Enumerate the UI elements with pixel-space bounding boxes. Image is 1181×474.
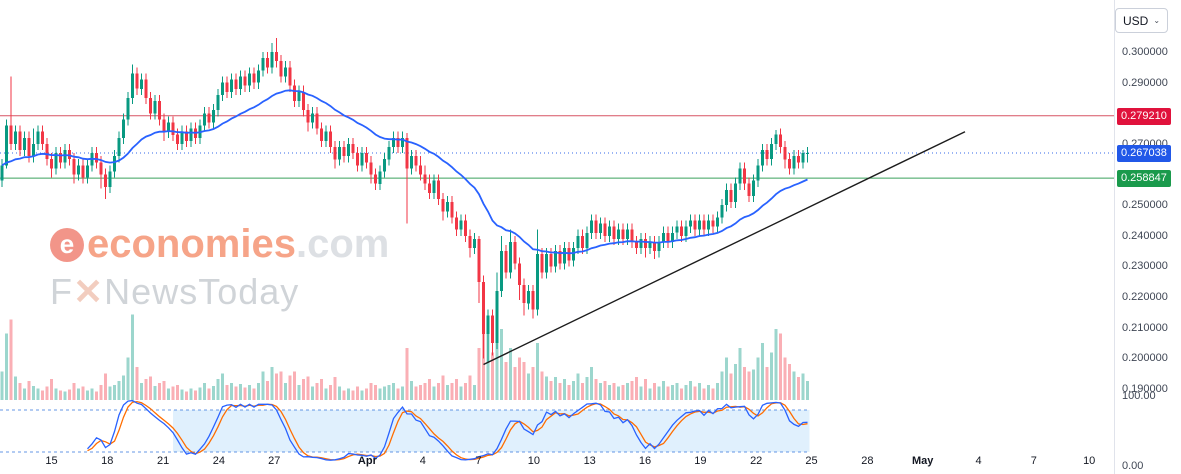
time-label: 27 [268, 455, 281, 467]
watermark-brand-text: economies [87, 222, 296, 266]
price-tick: 0.250000 [1122, 199, 1168, 212]
time-label: 7 [475, 455, 482, 467]
watermark-sub-rest: NewsToday [104, 271, 300, 312]
stochastic-d-line [87, 400, 808, 461]
watermark-brand: e economies .com [50, 222, 389, 267]
currency-label: USD [1122, 13, 1149, 28]
economies-logo-icon: e [50, 227, 84, 262]
support-price-label: 0.258847 [1117, 170, 1171, 188]
price-tick: 0.200000 [1122, 352, 1168, 365]
time-label: 18 [101, 455, 114, 467]
watermark-tld: .com [295, 222, 390, 266]
currency-selector[interactable]: USD ⌄ [1115, 8, 1168, 33]
time-label: 24 [212, 455, 226, 467]
price-tick: 0.230000 [1122, 260, 1168, 273]
price-tick: 0.220000 [1122, 291, 1168, 304]
price-tick: 0.240000 [1122, 229, 1168, 242]
moving-average-line [1, 89, 808, 255]
time-label: 4 [975, 455, 982, 467]
stochastic-band [173, 410, 810, 452]
oscillator-tick: 100.00 [1122, 390, 1156, 402]
time-label: 21 [156, 455, 170, 467]
watermark-sub-f: F [50, 271, 73, 312]
resistance-price-label: 0.279210 [1117, 107, 1171, 125]
watermark-subbrand: F✕NewsToday [50, 271, 389, 313]
fx-x-icon: ✕ [73, 271, 105, 312]
time-label: 19 [694, 455, 707, 467]
time-label: May [911, 455, 934, 467]
price-tick: 0.290000 [1122, 76, 1168, 89]
time-label: 4 [419, 455, 426, 467]
time-label: 25 [805, 455, 818, 467]
trendline[interactable] [483, 131, 966, 366]
time-label: 16 [638, 455, 652, 467]
oscillator-tick: 0.00 [1122, 460, 1144, 472]
time-axis[interactable]: 15 18 21 24 27 Apr 4 7 10 13 16 19 22 25 28 May 4 7 10 [0, 452, 1114, 474]
candles [0, 38, 809, 363]
chart-canvas[interactable] [0, 0, 1114, 474]
volume-bars [0, 314, 809, 400]
time-label: Apr [357, 455, 377, 467]
chevron-down-icon: ⌄ [1153, 16, 1161, 25]
price-axis[interactable]: 0.279210 0.267038 0.258847 0.300000 0.290… [1114, 0, 1181, 474]
watermark: e economies .com F✕NewsToday [50, 222, 389, 313]
price-tick: 0.210000 [1122, 321, 1168, 334]
time-label: 7 [1030, 455, 1037, 467]
price-tick: 0.300000 [1122, 46, 1168, 58]
time-label: 10 [1083, 455, 1096, 467]
price-tick: 0.190000 [1122, 382, 1168, 395]
stochastic-k-line [87, 399, 808, 461]
time-label: 22 [750, 455, 763, 467]
time-label: 10 [527, 455, 541, 467]
time-label: 28 [861, 455, 874, 467]
last-price-label: 0.267038 [1117, 144, 1171, 162]
time-label: 15 [45, 455, 58, 467]
time-label: 13 [583, 455, 596, 467]
